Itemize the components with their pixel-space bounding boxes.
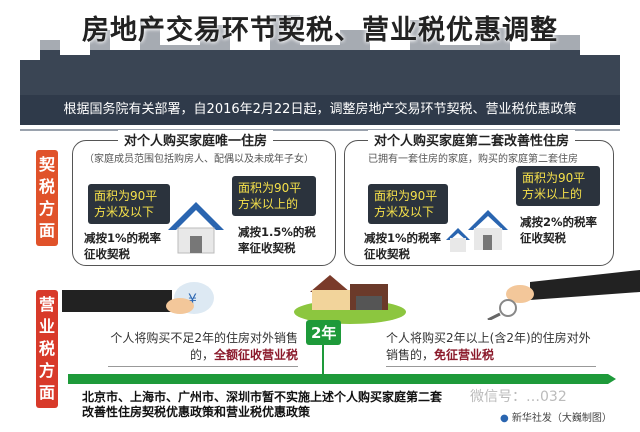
two-houses-icon [446,210,508,252]
page-title: 房地产交易环节契税、营业税优惠调整 [82,15,558,46]
over-two-years-text: 个人将购买2年以上(含2年)的住房对外销售的，免征营业税 [386,330,596,367]
label-char: 业 [38,317,55,336]
hand-keys-icon [487,270,640,320]
hand-money-bag-icon: ¥ [62,282,214,314]
second-home-heading: 对个人购买家庭第二套改善性住房 [368,130,576,149]
credit-text: 新华社发（大巍制图） [511,413,612,424]
city-skyline-illustration [0,0,640,95]
label-char: 方 [38,199,55,218]
large-area-bubble: 面积为90平方米以上的 [232,176,316,216]
under-emphasis: 全额征收营业税 [213,348,298,362]
second-home-note: 已拥有一套住房的家庭，购买的家庭第二套住房 [368,154,578,165]
under-text: 个人将购买不足2年的住房对外销售的， [110,331,298,362]
label-char: 契 [38,155,55,174]
divider [20,129,620,131]
small-area-bubble: 面积为90平方米及以下 [88,184,170,224]
house-on-lawn-icon [294,275,406,324]
house-icon [168,202,224,254]
label-char: 面 [38,383,55,402]
xinhua-logo-icon: ● [500,413,509,424]
large-area-rule: 减按2%的税率征收契税 [520,215,598,245]
first-home-heading: 对个人购买家庭唯一住房 [118,130,274,149]
label-char: 税 [38,339,55,358]
small-area-rule: 减按1%的税率征收契税 [364,231,442,261]
label-char: 方 [38,361,55,380]
label-char: 税 [38,177,55,196]
footnote: 北京市、上海市、广州市、深圳市暂不实施上述个人购买家庭第二套改善性住房契税优惠政… [82,390,443,419]
two-year-badge: 2年 [306,320,342,345]
deed-tax-section-label: 契 税 方 面 [36,150,58,246]
over-emphasis: 免征营业税 [434,348,495,362]
under-two-years-text: 个人将购买不足2年的住房对外销售的，全额征收营业税 [108,330,298,367]
policy-banner: 根据国务院有关部署，自2016年2月22日起，调整房地产交易环节契税、营业税优惠… [20,95,620,125]
threshold-line [322,338,324,378]
large-area-rule: 减按1.5%的税率征收契税 [238,225,316,255]
over-text: 个人将购买2年以上(含2年)的住房对外销售的， [386,331,591,362]
small-area-rule: 减按1%的税率征收契税 [84,231,162,261]
label-char: 营 [38,295,55,314]
first-home-note: （家庭成员范围包括购房人、配偶以及未成年子女） [84,154,314,165]
small-area-bubble: 面积为90平方米及以下 [368,184,448,224]
label-char: 面 [38,221,55,240]
large-area-bubble: 面积为90平方米以上的 [516,166,600,206]
business-tax-section-label: 营 业 税 方 面 [36,290,58,408]
credit: ● 新华社发（大巍制图） [500,412,612,426]
svg-text:¥: ¥ [188,292,197,308]
timeline-arrow [68,374,616,384]
watermark: 微信号：…032 [470,389,567,405]
